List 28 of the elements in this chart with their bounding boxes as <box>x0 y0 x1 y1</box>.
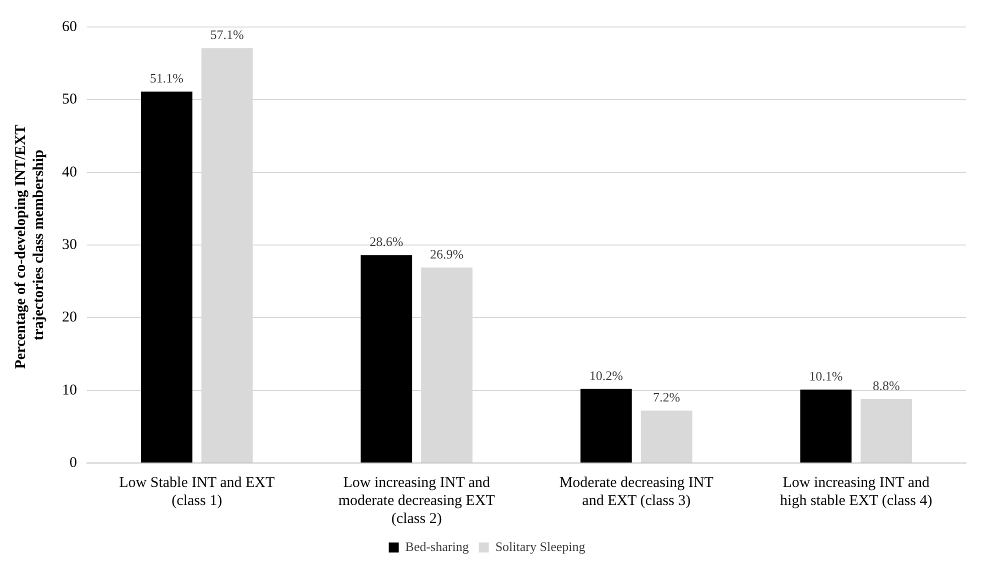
y-tick-label: 30 <box>62 236 77 253</box>
x-tick-label: Low increasing INT and moderate decreasing EXT (class 2) <box>338 474 495 527</box>
bar <box>640 410 692 462</box>
bar <box>580 388 632 462</box>
y-tick-label: 50 <box>62 92 77 108</box>
y-tick-label: 10 <box>62 382 77 398</box>
data-label: 28.6% <box>370 234 404 250</box>
data-label: 10.1% <box>809 368 843 384</box>
y-tick-label: 20 <box>62 310 77 326</box>
y-tick-label: 0 <box>70 454 77 471</box>
data-label: 26.9% <box>430 246 464 262</box>
data-label: 8.8% <box>872 378 900 393</box>
y-axis-title: Percentage of co-developing INT/EXT trajectories class membership <box>12 121 47 369</box>
bar <box>360 255 412 462</box>
data-label: 7.2% <box>653 390 680 405</box>
bar <box>140 92 192 462</box>
x-tick-label: Moderate decreasing INT and EXT (class 3) <box>559 474 714 509</box>
bar <box>800 390 852 462</box>
data-label: 57.1% <box>210 26 244 42</box>
y-tick-label: 60 <box>62 18 77 35</box>
legend-label: Solitary Sleeping <box>495 538 586 554</box>
x-tick-label: Low increasing INT and high stable EXT (class 4) <box>780 474 932 509</box>
y-tick-label: 40 <box>62 164 77 180</box>
legend-label: Bed-sharing <box>405 538 470 554</box>
bar <box>860 399 912 462</box>
x-tick-label: Low Stable INT and EXT (class 1) <box>119 474 275 509</box>
data-label: 10.2% <box>589 368 624 383</box>
data-label: 51.1% <box>150 70 184 86</box>
